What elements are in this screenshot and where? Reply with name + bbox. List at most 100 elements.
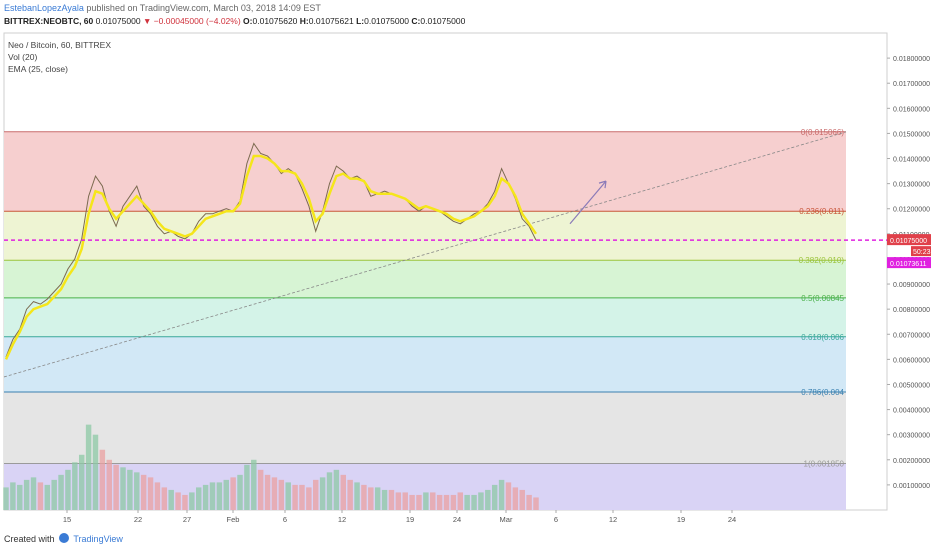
volume-bar bbox=[189, 492, 195, 510]
legend-ema[interactable]: EMA (25, close) bbox=[8, 64, 68, 74]
low-label: L: bbox=[356, 16, 365, 26]
volume-bar bbox=[127, 469, 133, 510]
volume-bar bbox=[478, 492, 484, 510]
fib-band bbox=[4, 297, 846, 337]
y-tick-label: 0.01300000 bbox=[893, 182, 930, 189]
fib-level-label: 0.5(0.00845 bbox=[801, 294, 844, 303]
volume-bar bbox=[78, 454, 85, 510]
author-link[interactable]: EstebanLopezAyala bbox=[4, 3, 84, 13]
volume-bar bbox=[361, 484, 367, 510]
volume-bar bbox=[147, 477, 154, 510]
last-price-tag bbox=[887, 234, 931, 246]
y-tick-label: 0.01600000 bbox=[893, 106, 930, 113]
y-tick-label: 0.00100000 bbox=[893, 483, 930, 490]
volume-bar bbox=[333, 469, 340, 510]
y-tick-label: 0.00900000 bbox=[893, 282, 930, 289]
volume-bar bbox=[381, 489, 388, 510]
volume-bar bbox=[140, 474, 147, 510]
y-tick-label: 0.01800000 bbox=[893, 56, 930, 63]
fib-band bbox=[4, 260, 846, 298]
volume-bar bbox=[10, 482, 16, 510]
tradingview-logo-icon bbox=[59, 533, 70, 543]
volume-bar bbox=[154, 482, 161, 510]
volume-bar bbox=[175, 492, 181, 510]
volume-bar bbox=[106, 459, 112, 510]
volume-bar bbox=[120, 467, 126, 510]
volume-bar bbox=[134, 472, 140, 510]
volume-bar bbox=[368, 487, 374, 510]
y-tick-label: 0.00200000 bbox=[893, 458, 930, 465]
created-with-text: Created with bbox=[4, 534, 55, 544]
volume-bar bbox=[65, 469, 71, 510]
volume-bar bbox=[216, 482, 223, 510]
fib-level-label: 0.618(0.006 bbox=[801, 333, 844, 342]
open-label: O: bbox=[243, 16, 253, 26]
volume-bar bbox=[395, 492, 402, 510]
publish-header: EstebanLopezAyala published on TradingVi… bbox=[4, 3, 321, 13]
y-tick-label: 0.01700000 bbox=[893, 81, 930, 88]
volume-bar bbox=[533, 497, 539, 510]
trend-line[interactable] bbox=[3, 131, 847, 378]
volume-bar bbox=[402, 492, 408, 510]
volume-bar bbox=[436, 494, 443, 510]
fib-level-label: 0.786(0.004 bbox=[801, 388, 844, 397]
last-price-value: 0.01075000 bbox=[890, 238, 927, 245]
close-value: 0.01075000 bbox=[420, 16, 466, 26]
y-tick-label: 0.01200000 bbox=[893, 207, 930, 214]
x-tick-label: 12 bbox=[338, 515, 346, 524]
volume-bar bbox=[195, 487, 202, 510]
volume-bar bbox=[161, 487, 168, 510]
volume-bar bbox=[44, 484, 51, 510]
volume-bar bbox=[251, 459, 257, 510]
volume-bar bbox=[72, 462, 78, 510]
arrow-head bbox=[598, 180, 607, 189]
volume-bar bbox=[326, 472, 333, 510]
y-tick-label: 0.00500000 bbox=[893, 382, 930, 389]
symbol-name[interactable]: BITTREX:NEOBTC, 60 bbox=[4, 16, 94, 26]
high-value: 0.01075621 bbox=[308, 16, 354, 26]
x-tick-label: Feb bbox=[227, 515, 240, 524]
volume-bar bbox=[92, 434, 99, 510]
volume-bar bbox=[264, 474, 271, 510]
y-tick-label: 0.00400000 bbox=[893, 408, 930, 415]
fib-band bbox=[4, 392, 846, 464]
ema-series-line[interactable] bbox=[4, 154, 538, 360]
countdown-tag bbox=[911, 246, 931, 257]
x-tick-label: 22 bbox=[134, 515, 142, 524]
volume-bar bbox=[416, 494, 422, 510]
volume-bar bbox=[292, 484, 298, 510]
volume-bar bbox=[306, 487, 312, 510]
volume-bar bbox=[230, 477, 236, 510]
volume-bar bbox=[498, 479, 505, 510]
volume-bar bbox=[244, 464, 250, 510]
volume-bar bbox=[223, 479, 229, 510]
fib-level-label: 0(0.015066) bbox=[801, 128, 844, 137]
volume-bar bbox=[37, 482, 44, 510]
open-value: 0.01075620 bbox=[252, 16, 298, 26]
volume-bar bbox=[319, 477, 326, 510]
legend-volume[interactable]: Vol (20) bbox=[8, 52, 38, 62]
volume-bar bbox=[519, 489, 525, 510]
volume-bar bbox=[347, 479, 353, 510]
publish-info: published on TradingView.com, March 03, … bbox=[86, 3, 321, 13]
volume-bar bbox=[471, 494, 477, 510]
tradingview-brand[interactable]: TradingView bbox=[73, 534, 123, 544]
volume-bar bbox=[423, 492, 429, 510]
x-tick-label: 6 bbox=[283, 515, 287, 524]
y-tick-label: 0.01500000 bbox=[893, 131, 930, 138]
volume-bar bbox=[485, 489, 491, 510]
volume-bar bbox=[202, 484, 209, 510]
last-value: 0.01075000 bbox=[95, 16, 141, 26]
arrow-annotation[interactable] bbox=[569, 180, 607, 225]
volume-bar bbox=[113, 464, 119, 510]
x-tick-label: 6 bbox=[554, 515, 558, 524]
legend-title[interactable]: Neo / Bitcoin, 60, BITTREX bbox=[8, 40, 111, 50]
volume-bar bbox=[168, 489, 174, 510]
y-tick-label: 0.00700000 bbox=[893, 332, 930, 339]
countdown-value: 50:23 bbox=[913, 249, 931, 256]
volume-bar bbox=[491, 484, 498, 510]
y-tick-label: 0.00300000 bbox=[893, 433, 930, 440]
volume-bar bbox=[51, 479, 57, 510]
volume-bar bbox=[374, 487, 381, 510]
